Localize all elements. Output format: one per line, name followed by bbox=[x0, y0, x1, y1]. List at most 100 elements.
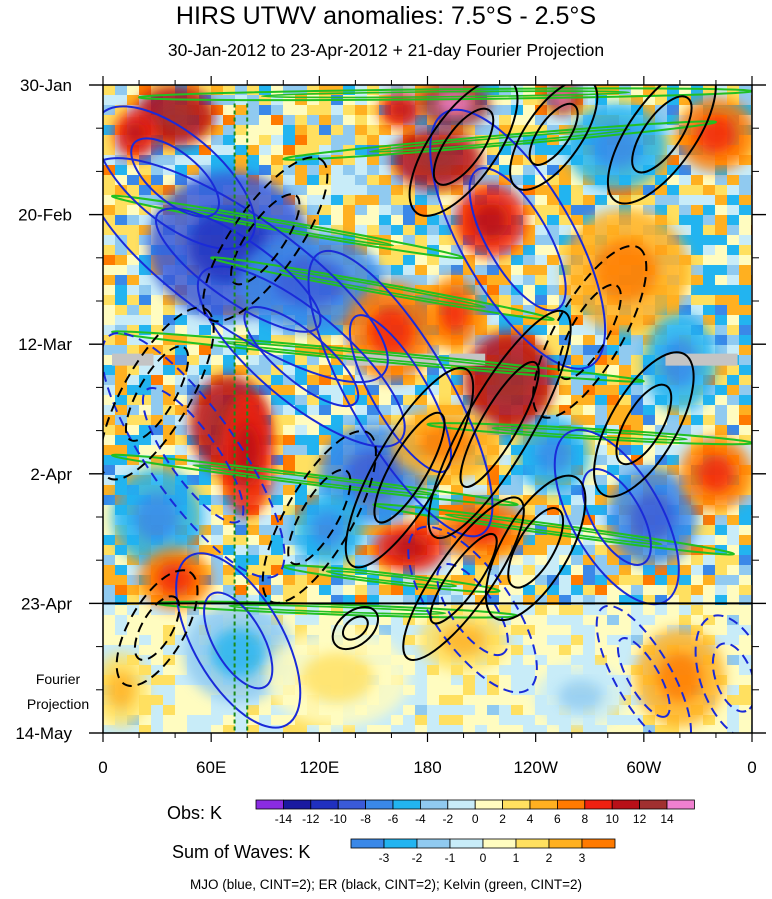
field-cell bbox=[307, 355, 320, 366]
field-cell bbox=[751, 185, 752, 196]
field-cell bbox=[391, 205, 404, 216]
field-cell bbox=[655, 625, 668, 636]
field-cell bbox=[379, 725, 392, 733]
field-cell bbox=[115, 585, 128, 596]
field-cell bbox=[139, 635, 152, 646]
field-cell bbox=[511, 565, 524, 576]
field-cell bbox=[559, 405, 572, 416]
field-cell bbox=[559, 225, 572, 236]
field-cell bbox=[163, 415, 176, 426]
field-cell bbox=[703, 325, 716, 336]
field-cell bbox=[163, 175, 176, 186]
field-cell bbox=[223, 115, 236, 126]
obs-colorbar-level-label: 8 bbox=[581, 812, 588, 826]
field-cell bbox=[151, 425, 164, 436]
field-cell bbox=[307, 185, 320, 196]
field-cell bbox=[751, 455, 752, 466]
field-cell bbox=[643, 195, 656, 206]
field-cell bbox=[499, 105, 512, 116]
waves-colorbar-swatch bbox=[515, 838, 550, 849]
field-cell bbox=[367, 405, 380, 416]
field-cell bbox=[379, 405, 392, 416]
field-cell bbox=[403, 245, 416, 256]
field-cell bbox=[163, 395, 176, 406]
field-cell bbox=[535, 135, 548, 146]
field-cell bbox=[391, 135, 404, 146]
field-cell bbox=[151, 175, 164, 186]
field-cell bbox=[583, 575, 596, 586]
field-cell bbox=[631, 635, 644, 646]
field-cell bbox=[751, 225, 752, 236]
field-cell bbox=[727, 275, 740, 286]
field-cell bbox=[271, 565, 284, 576]
field-cell bbox=[571, 625, 584, 636]
field-cell bbox=[151, 305, 164, 316]
field-cell bbox=[643, 585, 656, 596]
field-cell bbox=[487, 705, 500, 716]
field-cell bbox=[259, 105, 272, 116]
field-cell bbox=[703, 725, 716, 733]
field-cell bbox=[523, 715, 536, 726]
field-cell bbox=[607, 585, 620, 596]
field-cell bbox=[547, 545, 560, 556]
field-cell bbox=[307, 365, 320, 376]
field-cell bbox=[739, 245, 752, 256]
field-cell bbox=[175, 445, 188, 456]
field-cell bbox=[115, 245, 128, 256]
field-cell bbox=[367, 195, 380, 206]
field-cell bbox=[523, 685, 536, 696]
field-cell bbox=[619, 195, 632, 206]
field-cell bbox=[307, 475, 320, 486]
field-cell bbox=[403, 385, 416, 396]
field-cell bbox=[331, 595, 344, 606]
field-cell bbox=[151, 415, 164, 426]
axis-ticks bbox=[89, 76, 766, 742]
field-cell bbox=[667, 575, 680, 586]
field-cell bbox=[631, 695, 644, 706]
field-cell bbox=[559, 395, 572, 406]
field-cell bbox=[211, 365, 224, 376]
field-cell bbox=[703, 305, 716, 316]
field-cell bbox=[631, 725, 644, 733]
mjo-contour bbox=[581, 468, 652, 566]
field-cell bbox=[127, 295, 140, 306]
field-cell bbox=[391, 125, 404, 136]
field-cell bbox=[175, 325, 188, 336]
field-cell bbox=[127, 425, 140, 436]
field-cell bbox=[595, 625, 608, 636]
field-cell bbox=[559, 545, 572, 556]
field-cell bbox=[355, 225, 368, 236]
field-cell bbox=[271, 545, 284, 556]
field-cell bbox=[427, 515, 440, 526]
field-cell bbox=[223, 85, 236, 96]
field-cell bbox=[679, 85, 692, 96]
field-cell bbox=[439, 195, 452, 206]
field-cell bbox=[511, 155, 524, 166]
field-cell bbox=[703, 205, 716, 216]
field-cell bbox=[211, 495, 224, 506]
field-cell bbox=[739, 305, 752, 316]
field-cell bbox=[223, 535, 236, 546]
field-cell bbox=[355, 115, 368, 126]
field-cell bbox=[715, 585, 728, 596]
field-cell bbox=[679, 165, 692, 176]
waves-colorbar-level-label: 0 bbox=[480, 851, 487, 865]
field-cell bbox=[715, 575, 728, 586]
field-cell bbox=[103, 155, 116, 166]
field-cell bbox=[379, 635, 392, 646]
field-cell bbox=[559, 655, 572, 666]
field-cell bbox=[151, 325, 164, 336]
field-cell bbox=[427, 585, 440, 596]
field-cell bbox=[139, 155, 152, 166]
field-cell bbox=[691, 205, 704, 216]
field-cell bbox=[523, 695, 536, 706]
field-cell bbox=[499, 655, 512, 666]
field-cell bbox=[403, 235, 416, 246]
obs-colorbar-swatch bbox=[447, 799, 476, 810]
field-cell bbox=[679, 445, 692, 456]
field-cell bbox=[643, 715, 656, 726]
field-cell bbox=[331, 215, 344, 226]
field-cell bbox=[535, 305, 548, 316]
field-cell bbox=[511, 125, 524, 136]
field-cell bbox=[379, 395, 392, 406]
